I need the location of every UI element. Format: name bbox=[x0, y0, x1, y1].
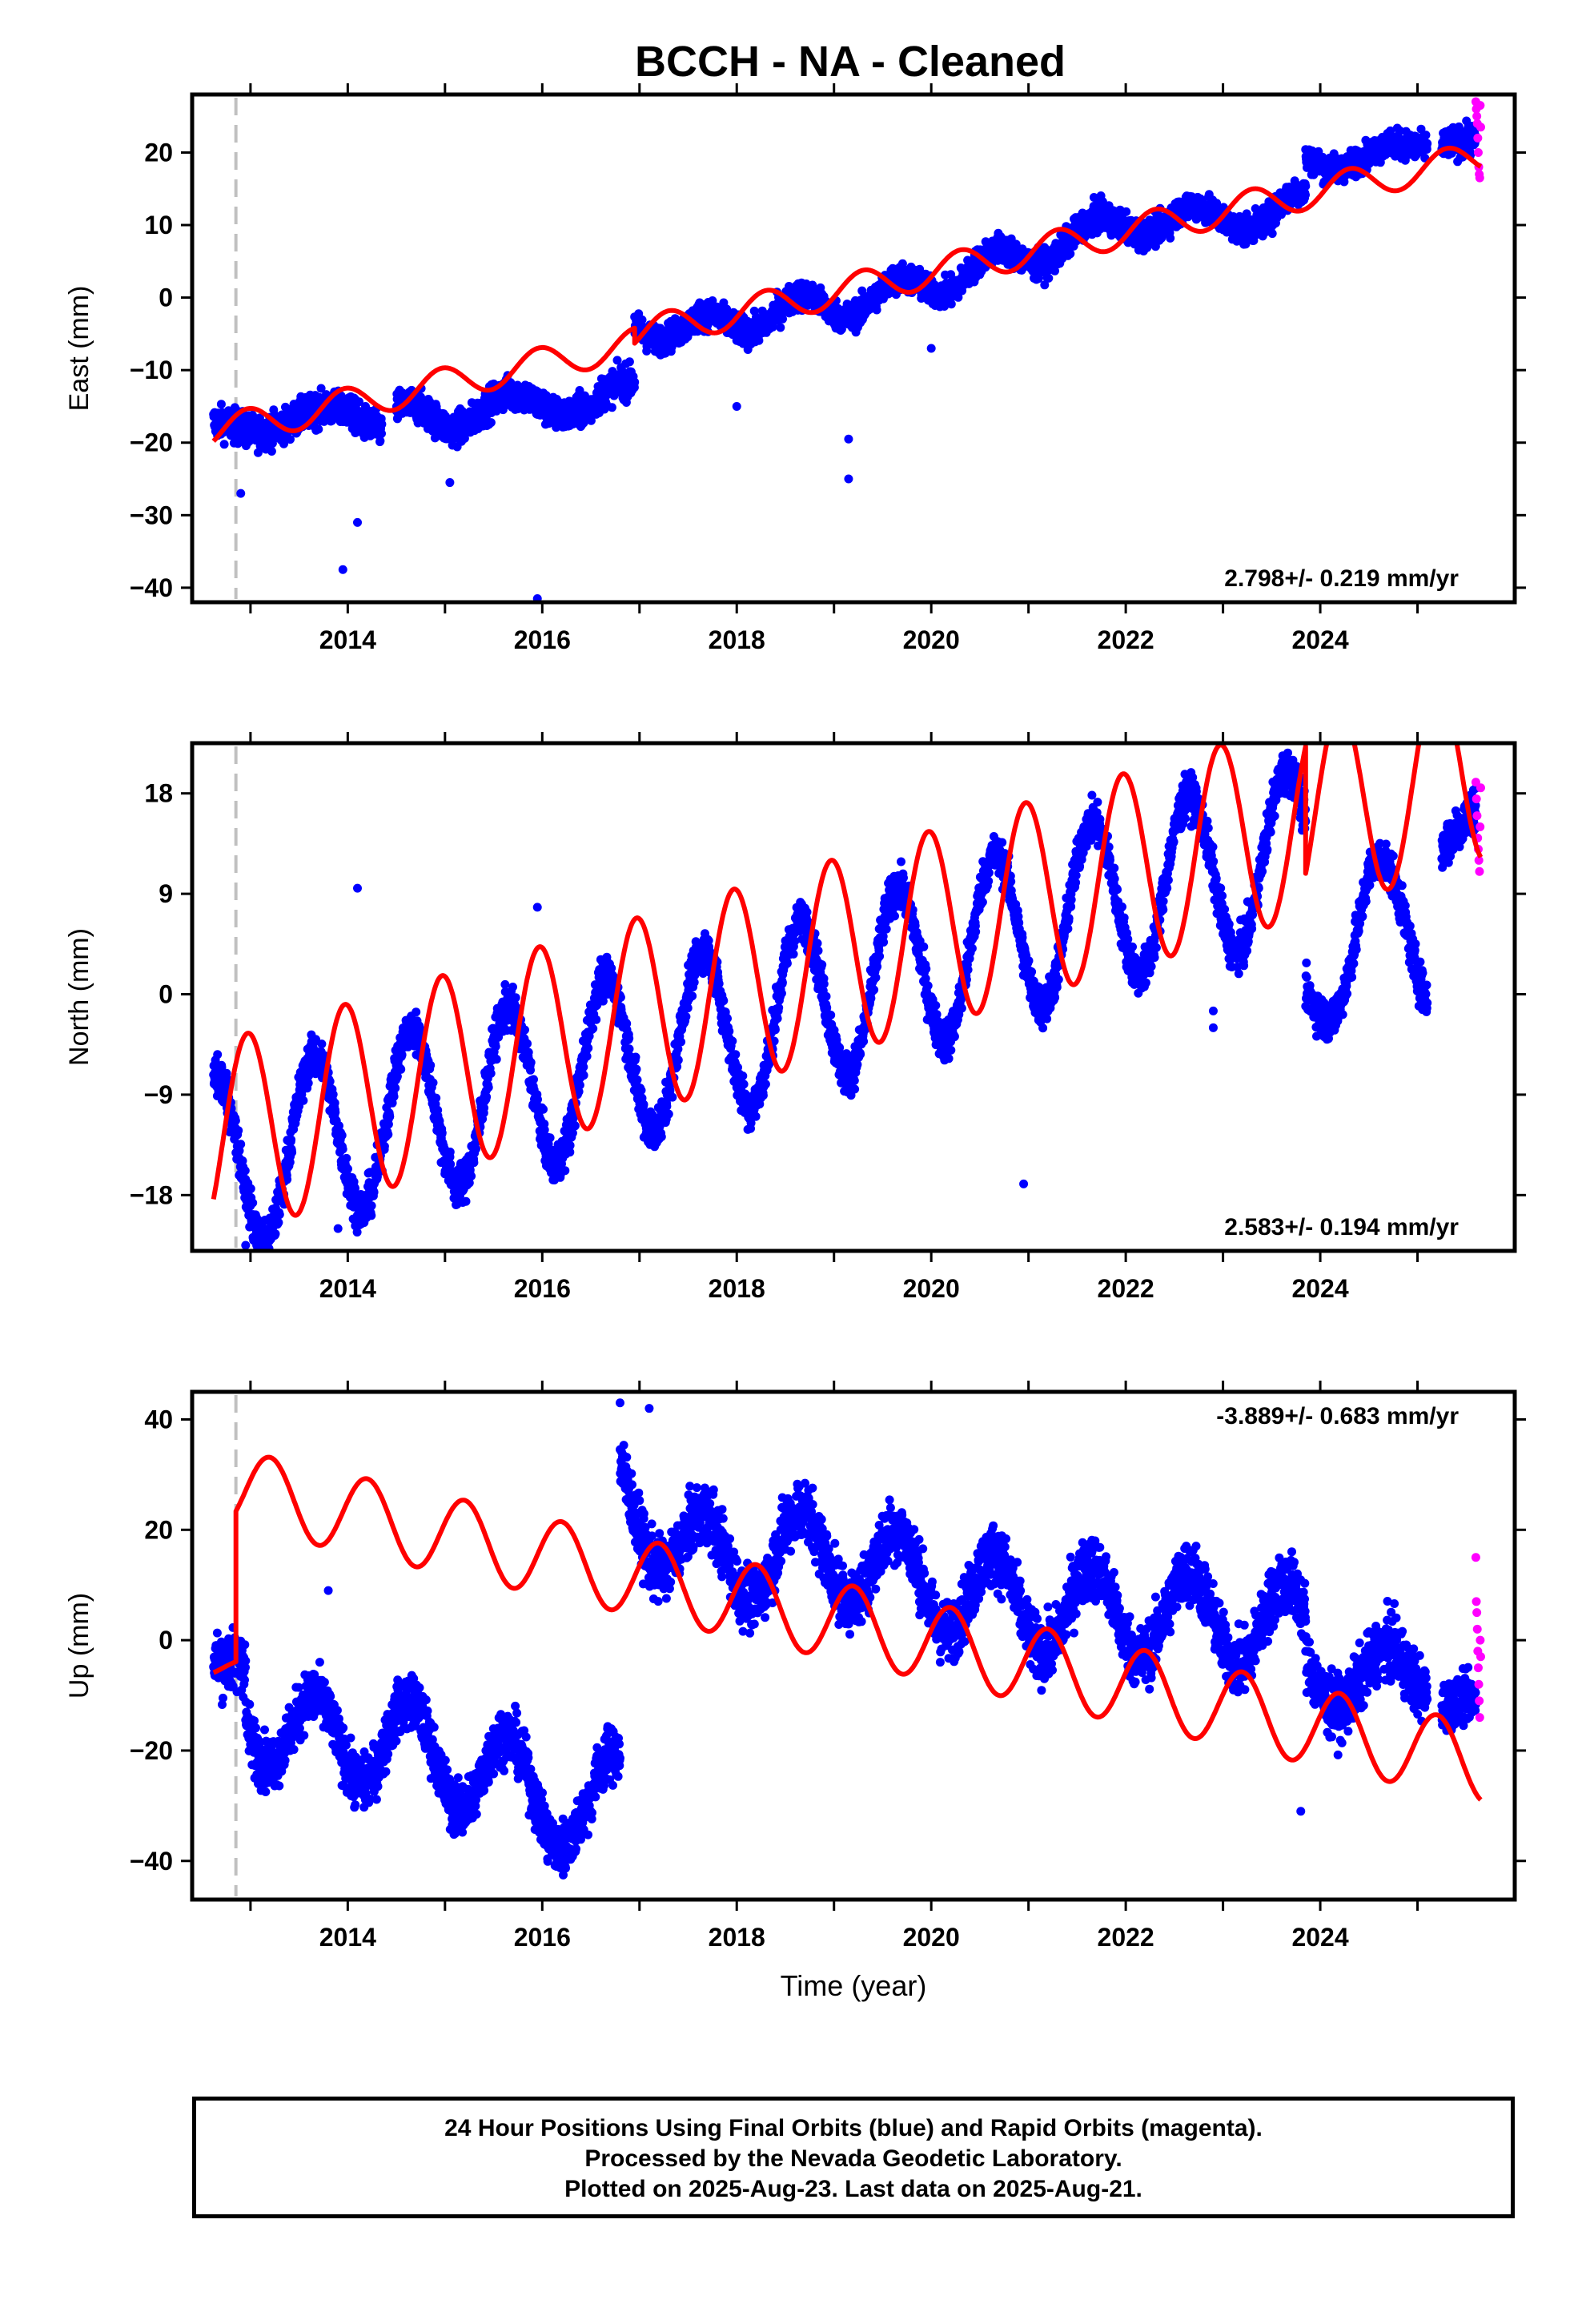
final-orbit-point bbox=[286, 435, 295, 444]
final-orbit-point bbox=[946, 300, 956, 309]
final-orbit-outlier bbox=[844, 474, 853, 484]
final-orbit-point bbox=[1267, 229, 1277, 239]
final-orbit-outlier bbox=[844, 434, 853, 444]
final-orbit-point bbox=[213, 1050, 223, 1059]
final-orbit-point bbox=[355, 397, 363, 407]
final-orbit-point bbox=[216, 400, 226, 409]
final-orbit-point bbox=[1421, 131, 1431, 140]
x-tick-label: 2014 bbox=[319, 625, 376, 654]
y-tick-label: −40 bbox=[130, 573, 173, 602]
final-orbit-point bbox=[260, 1255, 269, 1264]
final-orbit-outlier bbox=[353, 517, 362, 527]
rapid-orbit-point bbox=[1476, 101, 1485, 111]
panel-1: −40 −30 −20 −10 0 10 20 2014 2016 2018 2020 2022 202… bbox=[64, 83, 1526, 654]
final-orbit-point bbox=[256, 1254, 265, 1263]
final-orbit-point bbox=[234, 1126, 243, 1136]
final-orbit-outlier bbox=[926, 344, 936, 353]
final-orbit-point bbox=[377, 420, 387, 429]
final-orbit-point bbox=[314, 424, 323, 434]
final-orbit-point bbox=[275, 1210, 284, 1220]
x-tick-label: 2022 bbox=[1098, 625, 1154, 654]
rate-label: 2.798+/- 0.219 mm/yr bbox=[1224, 565, 1459, 592]
plot-area bbox=[209, 743, 1485, 1264]
y-axis-label: East (mm) bbox=[64, 286, 94, 412]
final-orbit-point bbox=[624, 357, 634, 367]
final-orbit-point bbox=[1166, 233, 1175, 243]
y-tick-label: 20 bbox=[144, 138, 173, 167]
final-orbit-outlier bbox=[236, 489, 246, 498]
final-orbit-point bbox=[219, 440, 229, 449]
final-orbit-point bbox=[240, 1166, 250, 1176]
final-orbit-point bbox=[776, 323, 785, 332]
final-orbit-outlier bbox=[338, 565, 347, 574]
final-orbit-point bbox=[271, 1229, 280, 1239]
y-tick-label: 0 bbox=[159, 283, 173, 312]
final-orbit-point bbox=[1066, 249, 1075, 259]
final-orbit-point bbox=[1044, 273, 1054, 283]
x-tick-label: 2018 bbox=[709, 625, 765, 654]
y-tick-label: −30 bbox=[130, 501, 173, 529]
final-orbit-outlier bbox=[445, 478, 455, 488]
final-orbit-point bbox=[377, 428, 386, 438]
final-orbit-point bbox=[630, 377, 640, 387]
final-orbit-point bbox=[612, 356, 622, 365]
final-orbit-point bbox=[231, 1116, 240, 1125]
final-orbit-point bbox=[316, 384, 326, 393]
rapid-orbit-point bbox=[1473, 147, 1483, 157]
final-orbit-point bbox=[1301, 182, 1311, 191]
y-tick-label: 10 bbox=[144, 211, 173, 239]
final-orbit-point bbox=[375, 436, 385, 446]
rapid-orbit-point bbox=[1475, 173, 1484, 183]
final-orbit-point bbox=[1122, 207, 1131, 216]
x-tick-label: 2016 bbox=[514, 625, 571, 654]
final-orbit-point bbox=[897, 259, 907, 268]
final-orbit-point bbox=[1423, 139, 1432, 148]
plot-area bbox=[209, 97, 1485, 602]
final-orbit-point bbox=[486, 418, 496, 428]
final-orbit-point bbox=[857, 286, 867, 296]
final-orbit-point bbox=[872, 305, 881, 315]
final-orbit-point bbox=[248, 1198, 258, 1208]
final-orbit-point bbox=[1301, 190, 1310, 199]
y-tick-label: −20 bbox=[130, 428, 173, 457]
final-orbit-point bbox=[351, 428, 360, 437]
x-tick-label: 2024 bbox=[1291, 625, 1348, 654]
final-orbit-point bbox=[236, 1140, 246, 1149]
y-tick-label: −10 bbox=[130, 356, 173, 384]
final-orbit-point bbox=[607, 403, 616, 412]
final-orbit-point bbox=[808, 280, 817, 290]
rapid-orbit-point bbox=[1476, 123, 1485, 132]
final-orbit-point bbox=[274, 1218, 283, 1227]
final-orbit-point bbox=[637, 315, 647, 324]
final-orbit-point bbox=[279, 439, 288, 448]
final-orbit-outlier bbox=[732, 401, 741, 411]
final-orbit-point bbox=[246, 1184, 255, 1193]
rapid-orbit-point bbox=[1473, 133, 1483, 143]
x-tick-label: 2020 bbox=[903, 625, 960, 654]
final-orbit-point bbox=[267, 447, 276, 456]
final-orbit-point bbox=[708, 296, 717, 305]
